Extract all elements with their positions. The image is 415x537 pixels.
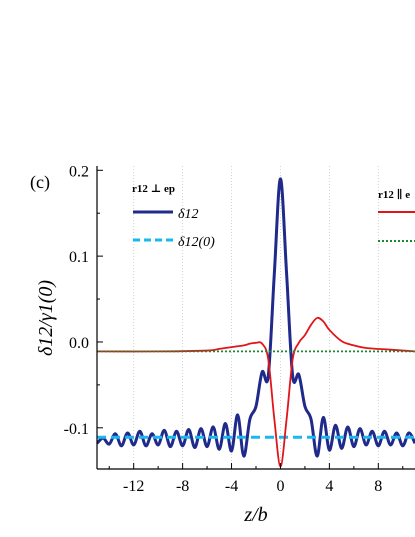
panel-label: (c) — [30, 172, 50, 193]
plot-series — [97, 177, 415, 468]
series-line-para_delta — [97, 316, 415, 468]
x-tick-label: -12 — [123, 478, 144, 495]
legend-left: r12 ⊥ ep δ12 δ12(0) — [132, 183, 215, 250]
legend-right-title: r12 ∥ e — [378, 188, 410, 201]
legend-label-perp-delta: δ12 — [178, 207, 199, 222]
legend-right: r12 ∥ e — [378, 188, 415, 242]
y-tick-label: 0.0 — [69, 335, 89, 352]
y-tick-label: -0.1 — [64, 421, 89, 438]
x-tick-label: 8 — [374, 478, 382, 495]
grid-lines — [133, 166, 379, 469]
series-line-perp_delta — [97, 177, 415, 458]
y-tick-label: 0.1 — [69, 249, 89, 266]
legend-label-perp-delta0: δ12(0) — [178, 235, 215, 250]
legend-left-title: r12 ⊥ ep — [132, 183, 175, 195]
axis-ticks: -12 -8 -4 0 4 8 0.2 0.1 0.0 -0.1 — [64, 163, 404, 495]
x-tick-label: 4 — [325, 478, 333, 495]
x-tick-label: -4 — [225, 478, 238, 495]
x-tick-label: 0 — [276, 478, 284, 495]
x-tick-label: -8 — [176, 478, 189, 495]
y-tick-label: 0.2 — [69, 163, 89, 180]
x-axis-label: z/b — [243, 504, 267, 526]
y-axis-label: δ12/γ1(0) — [35, 280, 57, 356]
